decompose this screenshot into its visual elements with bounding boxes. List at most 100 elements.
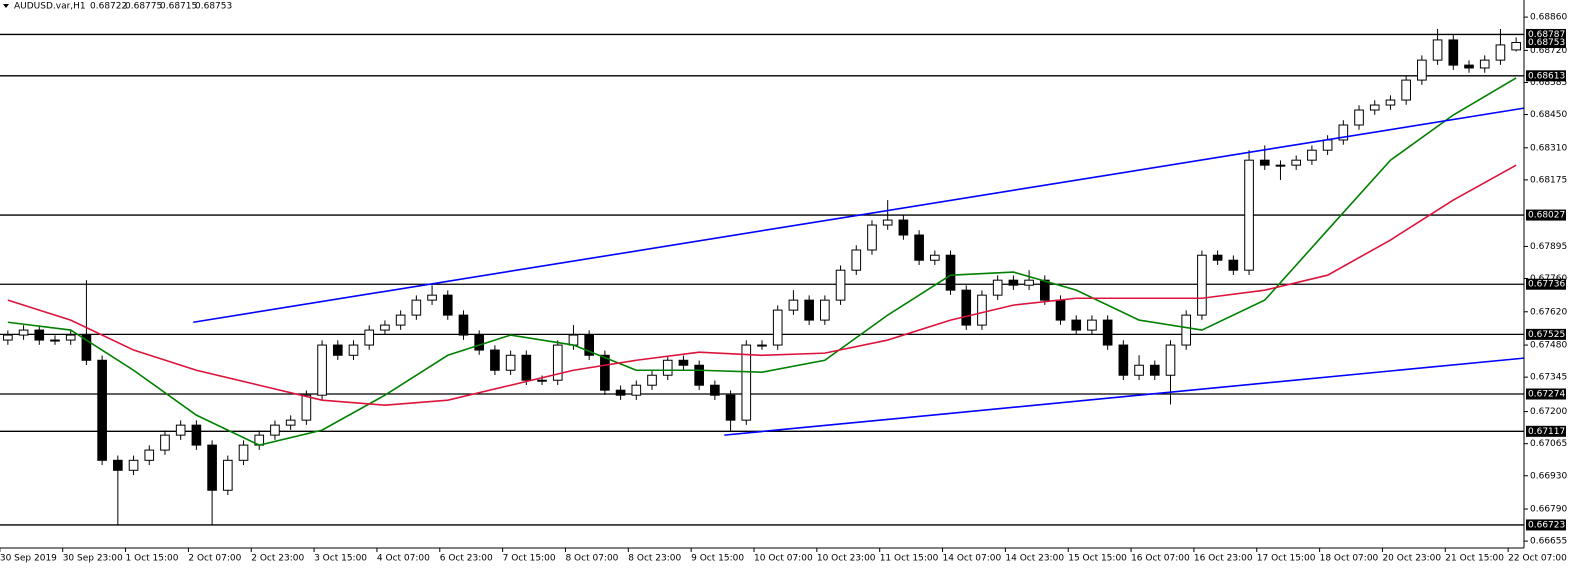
candle-body bbox=[1369, 104, 1380, 111]
x-tick-label: 3 Oct 15:00 bbox=[314, 554, 367, 564]
candle-body bbox=[1291, 159, 1302, 166]
price-label-box bbox=[1526, 278, 1566, 290]
candle-body bbox=[694, 364, 704, 386]
candle-body bbox=[1322, 139, 1333, 151]
candle-body bbox=[1181, 314, 1192, 346]
candle-body bbox=[945, 254, 956, 291]
x-tick-label: 16 Oct 07:00 bbox=[1131, 554, 1190, 564]
candle-body bbox=[914, 234, 924, 261]
candle-body bbox=[1479, 59, 1490, 69]
header-high: 0.68775 bbox=[125, 2, 162, 12]
candle-body bbox=[961, 289, 972, 326]
candle-body bbox=[1055, 299, 1066, 321]
y-tick-label: 0.67200 bbox=[1530, 407, 1567, 417]
price-label: 0.67525 bbox=[1528, 330, 1565, 340]
candle-body bbox=[144, 449, 155, 461]
candle-body bbox=[1275, 164, 1286, 167]
candle-body bbox=[1008, 279, 1019, 286]
candle-body bbox=[34, 329, 45, 341]
y-tick-label: 0.68310 bbox=[1530, 143, 1567, 153]
candle-body bbox=[458, 314, 469, 336]
candle-body bbox=[898, 219, 909, 236]
candle-body bbox=[568, 334, 579, 346]
candle-body bbox=[222, 459, 233, 491]
x-tick-label: 8 Oct 23:00 bbox=[628, 554, 681, 564]
candle-body bbox=[1338, 124, 1349, 141]
x-tick-label: 30 Sep 2019 bbox=[0, 554, 57, 564]
price-label: 0.67736 bbox=[1528, 280, 1565, 290]
price-label-box bbox=[1526, 70, 1566, 82]
candle-body bbox=[364, 329, 375, 346]
candle-body bbox=[1259, 159, 1270, 166]
x-tick-label: 6 Oct 23:00 bbox=[440, 554, 493, 564]
candle-body bbox=[867, 224, 877, 251]
price-label-box bbox=[1526, 209, 1566, 221]
candle-body bbox=[521, 354, 532, 381]
header-arrow bbox=[3, 4, 9, 8]
x-tick-label: 22 Oct 07:00 bbox=[1508, 554, 1567, 564]
candle-body bbox=[600, 354, 610, 391]
candle-body bbox=[65, 334, 76, 341]
y-tick-label: 0.68860 bbox=[1530, 13, 1567, 23]
candle-body bbox=[395, 314, 406, 326]
candle-body bbox=[1464, 64, 1474, 69]
price-label-box bbox=[1526, 388, 1566, 400]
price-label-box bbox=[1526, 425, 1566, 437]
candle-body bbox=[505, 354, 516, 371]
candle-body bbox=[332, 344, 343, 356]
moving-average bbox=[7, 77, 1517, 446]
candle-body bbox=[1401, 79, 1411, 101]
price-label-box bbox=[1526, 37, 1566, 49]
candle-body bbox=[160, 434, 170, 451]
candle-body bbox=[1212, 254, 1223, 261]
candle-body bbox=[631, 384, 642, 396]
y-tick-label: 0.67345 bbox=[1530, 373, 1567, 383]
candle-body bbox=[977, 294, 987, 326]
candle-body bbox=[1197, 254, 1207, 316]
candle-body bbox=[992, 279, 1003, 296]
candle-body bbox=[772, 309, 783, 346]
x-tick-label: 7 Oct 15:00 bbox=[503, 554, 556, 564]
candle-body bbox=[1134, 364, 1144, 376]
moving-average bbox=[7, 164, 1517, 406]
x-tick-label: 20 Oct 23:00 bbox=[1382, 554, 1441, 564]
x-tick-label: 21 Oct 15:00 bbox=[1445, 554, 1504, 564]
candle-body bbox=[1432, 39, 1443, 61]
candle-body bbox=[1244, 159, 1254, 271]
price-label: 0.68613 bbox=[1528, 71, 1565, 81]
x-tick-label: 2 Oct 07:00 bbox=[188, 554, 241, 564]
candle-body bbox=[1385, 99, 1396, 106]
candle-body bbox=[380, 324, 390, 331]
candle-body bbox=[647, 374, 657, 386]
candle-body bbox=[3, 334, 13, 341]
x-tick-label: 14 Oct 23:00 bbox=[1005, 554, 1064, 564]
candle-body bbox=[1228, 259, 1239, 271]
candle-body bbox=[317, 344, 327, 396]
candle-body bbox=[285, 419, 296, 426]
x-tick-label: 8 Oct 07:00 bbox=[565, 554, 618, 564]
x-tick-label: 16 Oct 23:00 bbox=[1194, 554, 1253, 564]
price-label-box bbox=[1526, 328, 1566, 340]
candle-body bbox=[1165, 344, 1176, 376]
candle-body bbox=[851, 249, 862, 271]
trend-line bbox=[724, 357, 1525, 436]
candle-body bbox=[552, 344, 563, 381]
candle-body bbox=[175, 424, 186, 436]
candle-body bbox=[1071, 319, 1082, 331]
y-tick-label: 0.67895 bbox=[1530, 242, 1567, 252]
candle-body bbox=[1039, 279, 1050, 301]
candle-body bbox=[1511, 42, 1521, 51]
x-tick-label: 15 Oct 15:00 bbox=[1068, 554, 1127, 564]
candle-body bbox=[835, 269, 846, 301]
candle-body bbox=[81, 334, 92, 361]
candle-body bbox=[662, 359, 673, 376]
x-tick-label: 4 Oct 07:00 bbox=[377, 554, 430, 564]
price-label: 0.66723 bbox=[1528, 520, 1565, 530]
candle-body bbox=[490, 349, 500, 371]
candle-body bbox=[1417, 59, 1427, 81]
x-tick-label: 1 Oct 15:00 bbox=[126, 554, 179, 564]
y-tick-label: 0.68175 bbox=[1530, 175, 1567, 185]
candle-body bbox=[710, 384, 720, 396]
candle-body bbox=[1149, 364, 1160, 376]
price-label: 0.67274 bbox=[1528, 390, 1565, 400]
